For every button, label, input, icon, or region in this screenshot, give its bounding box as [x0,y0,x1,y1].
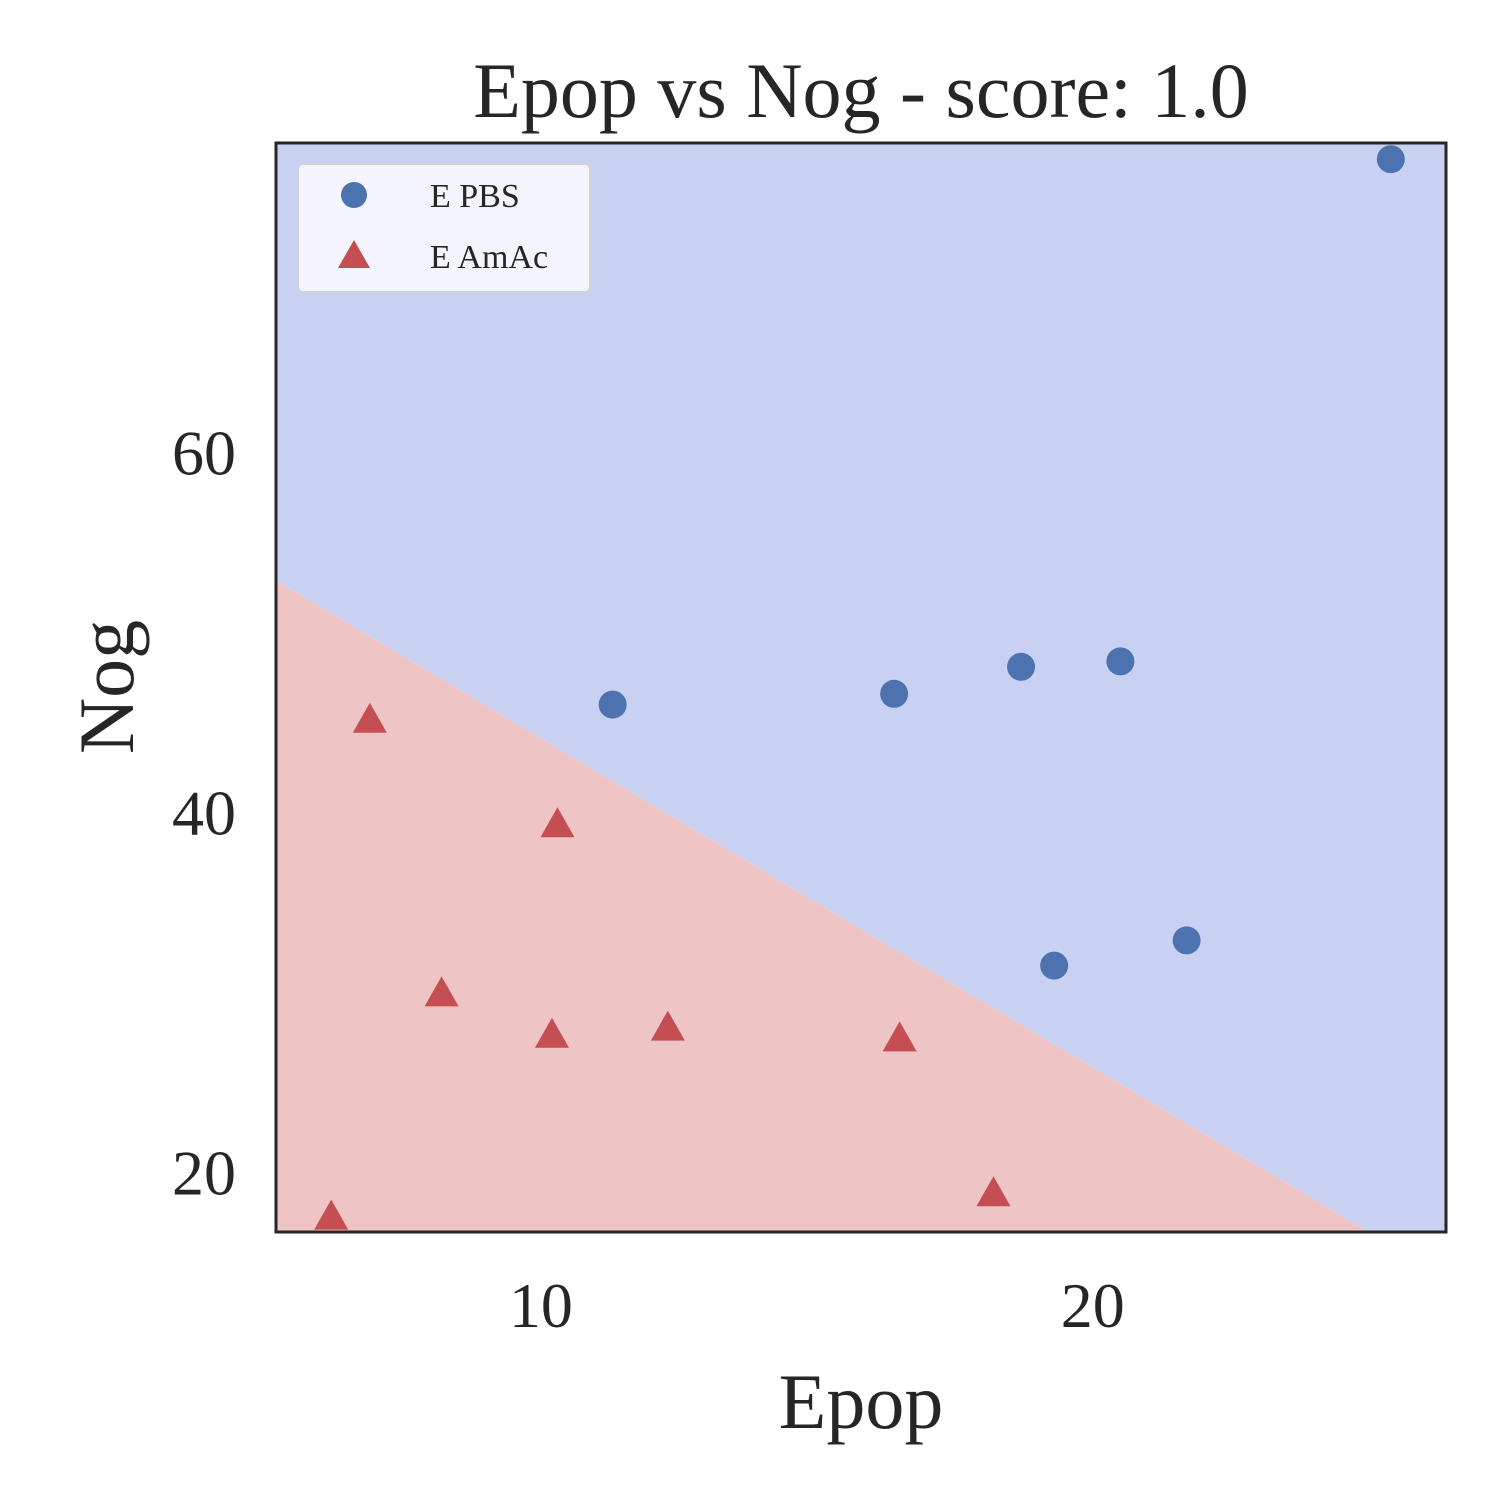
point-e-pbs [1040,951,1069,980]
y-axis-ticks: 20 40 60 [172,418,236,1209]
point-e-amac [882,1021,917,1052]
point-e-pbs [1007,652,1036,681]
region-e-amac [276,580,1446,1232]
legend-label-e-pbs: E PBS [430,178,520,215]
x-tick-label: 20 [1061,1270,1125,1341]
plot-frame [274,141,1448,1234]
legend-box [297,163,591,293]
point-e-amac [314,1199,349,1230]
legend-marker-e-pbs [341,182,367,208]
point-e-amac [540,807,575,838]
point-e-amac [424,976,459,1007]
point-e-pbs [1106,647,1135,676]
legend-marker-e-amac [338,240,370,268]
point-e-amac [976,1176,1011,1207]
point-e-amac [352,702,387,733]
point-e-pbs [1376,145,1405,174]
y-tick-label: 40 [172,778,236,849]
x-tick-label: 10 [509,1270,573,1341]
point-e-amac [650,1010,685,1041]
legend-label-e-amac: E AmAc [430,239,548,276]
chart-title: Epop vs Nog - score: 1.0 [473,47,1249,134]
point-e-pbs [598,690,627,719]
x-axis-label: Epop [779,1358,944,1445]
y-tick-label: 20 [172,1138,236,1209]
data-markers [314,145,1405,1230]
y-tick-label: 60 [172,418,236,489]
point-e-pbs [880,679,909,708]
point-e-amac [534,1017,569,1048]
region-e-pbs [276,143,1446,1232]
legend: E PBS E AmAc [297,163,591,293]
x-axis-ticks: 10 20 [509,1270,1125,1341]
y-axis-label: Nog [63,620,150,754]
plot-area [276,143,1446,1232]
point-e-pbs [1172,926,1201,955]
